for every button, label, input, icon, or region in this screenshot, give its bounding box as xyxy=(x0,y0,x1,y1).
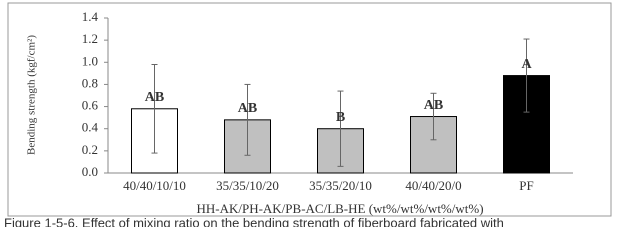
annotation: AB xyxy=(145,90,164,105)
x-tick-label: 35/35/10/20 xyxy=(216,178,279,193)
x-tick-label: 35/35/20/10 xyxy=(309,178,372,193)
annotation: B xyxy=(336,110,345,125)
annotation: AB xyxy=(424,98,443,113)
y-tick-label: 1.0 xyxy=(82,53,98,68)
caption: Figure 1-5-6. Effect of mixing ratio on … xyxy=(4,215,504,227)
y-tick-label: 1.4 xyxy=(82,9,99,24)
x-axis-title: HH-AK/PH-AK/PB-AC/LB-HE (wt%/wt%/wt%/wt%… xyxy=(196,201,483,216)
y-tick-label: 0.8 xyxy=(82,75,98,90)
annotation: AB xyxy=(238,101,257,116)
y-tick-label: 0.2 xyxy=(82,142,98,157)
annotation: A xyxy=(521,57,532,72)
x-tick-label: 40/40/20/0 xyxy=(405,178,461,193)
y-tick-label: 0.0 xyxy=(82,164,98,179)
y-tick-label: 1.2 xyxy=(82,31,98,46)
y-axis-title: Bending strength (kgf/cm²) xyxy=(26,35,38,155)
chart: Bending strength (kgf/cm²) HH-AK/PH-AK/P… xyxy=(4,2,612,227)
x-tick-label: PF xyxy=(519,178,533,193)
y-tick-label: 0.6 xyxy=(82,98,99,113)
x-tick-label: 40/40/10/10 xyxy=(123,178,186,193)
y-tick-label: 0.4 xyxy=(82,120,99,135)
